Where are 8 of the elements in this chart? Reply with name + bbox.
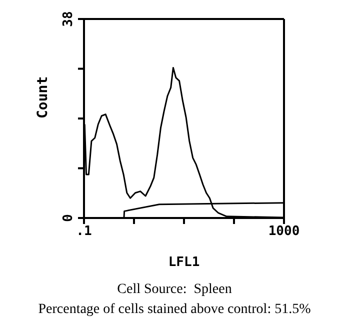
x-tick-label: 1000 [268,224,300,240]
y-axis-title: Count [34,76,51,118]
text: Percentage of cells stained above control: 51.5% [37,301,312,319]
y-tick-label: 0 [61,214,76,222]
y-tick-label: 38 [61,11,76,27]
text: Cell Source: Spleen [116,281,233,299]
x-axis-title: LFL1 [168,255,200,270]
x-tick-label: .1 [76,224,92,240]
